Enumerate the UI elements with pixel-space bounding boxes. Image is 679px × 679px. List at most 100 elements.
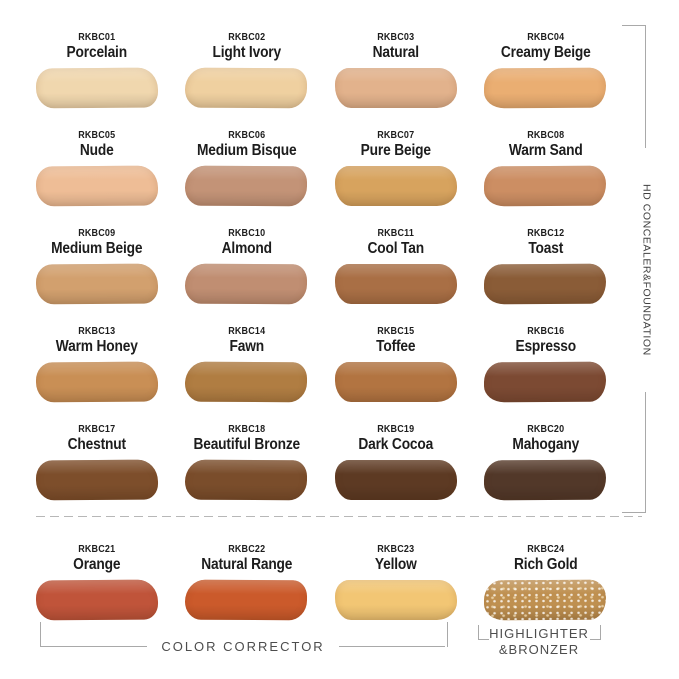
swatch-code: RKBC22 [227, 544, 265, 555]
swatch-smear [334, 580, 457, 620]
swatch-cell: RKBC07 Pure Beige [321, 126, 471, 224]
right-bracket-upper-line [645, 25, 646, 148]
swatch-code: RKBC04 [526, 32, 564, 43]
swatch-smear [484, 67, 607, 109]
swatch-name: Almond [221, 240, 272, 257]
highlighter-label: HIGHLIGHTER &BRONZER [474, 626, 604, 658]
swatch-cell: RKBC16 Espresso [471, 322, 621, 420]
swatch-name: Mahogany [511, 436, 579, 453]
swatch-cell: RKBC23 Yellow [321, 540, 471, 638]
swatch-name: Yellow [374, 556, 417, 573]
swatch-smear [35, 67, 158, 109]
swatch-name: Warm Honey [55, 338, 138, 355]
swatch-smear [334, 362, 457, 402]
swatch-smear [185, 263, 308, 305]
swatch-code: RKBC16 [526, 326, 564, 337]
swatch-name: Rich Gold [513, 556, 578, 573]
swatch-smear [185, 67, 308, 109]
swatch-name: Orange [73, 556, 121, 573]
swatch-smear [484, 579, 607, 621]
swatch-smear [334, 68, 457, 108]
swatch-cell: RKBC17 Chestnut [22, 420, 172, 518]
color-corrector-label: COLOR CORRECTOR [161, 638, 325, 654]
swatch-cell: RKBC18 Beautiful Bronze [172, 420, 322, 518]
swatch-name: Toffee [376, 338, 416, 355]
swatch-smear [484, 361, 607, 403]
swatch-name: Creamy Beige [500, 44, 591, 61]
swatch-name: Nude [79, 142, 114, 159]
swatch-cell: RKBC02 Light Ivory [172, 28, 322, 126]
swatch-cell: RKBC06 Medium Bisque [172, 126, 322, 224]
swatch-smear [185, 165, 308, 207]
swatch-code: RKBC09 [78, 228, 116, 239]
highlighter-label-line2: &BRONZER [498, 642, 580, 657]
swatch-cell: RKBC22 Natural Range [172, 540, 322, 638]
swatch-name: Light Ivory [212, 44, 281, 61]
swatch-smear [185, 579, 308, 621]
swatch-cell: RKBC14 Fawn [172, 322, 322, 420]
swatch-cell: RKBC10 Almond [172, 224, 322, 322]
swatch-smear [35, 263, 158, 305]
swatch-smear [185, 361, 308, 403]
swatch-cell: RKBC08 Warm Sand [471, 126, 621, 224]
swatch-cell: RKBC12 Toast [471, 224, 621, 322]
swatch-code: RKBC18 [227, 424, 265, 435]
swatch-name: Medium Bisque [196, 142, 297, 159]
swatch-name: Natural Range [200, 556, 292, 573]
swatch-smear [35, 579, 158, 621]
swatch-smear [334, 166, 457, 206]
color-corrector-line-right [338, 645, 446, 647]
swatch-smear [484, 263, 607, 305]
swatch-name: Espresso [514, 338, 576, 355]
swatch-code: RKBC15 [377, 326, 415, 337]
swatch-code: RKBC21 [78, 544, 116, 555]
swatch-smear [484, 165, 607, 207]
swatch-code: RKBC05 [78, 130, 116, 141]
swatch-code: RKBC17 [78, 424, 116, 435]
swatch-cell: RKBC21 Orange [22, 540, 172, 638]
swatch-name: Porcelain [66, 44, 128, 61]
swatch-code: RKBC02 [227, 32, 265, 43]
swatch-cell: RKBC01 Porcelain [22, 28, 172, 126]
swatch-smear [484, 459, 607, 501]
swatch-code: RKBC08 [526, 130, 564, 141]
swatch-name: Warm Sand [508, 142, 583, 159]
swatch-cell: RKBC24 Rich Gold [471, 540, 621, 638]
swatch-name: Pure Beige [360, 142, 431, 159]
swatch-cell: RKBC11 Cool Tan [321, 224, 471, 322]
swatch-code: RKBC01 [78, 32, 116, 43]
highlighter-label-line1: HIGHLIGHTER [489, 626, 589, 641]
right-bracket-lower-line [645, 392, 646, 512]
swatch-code: RKBC14 [227, 326, 265, 337]
swatch-code: RKBC11 [377, 228, 415, 239]
swatch-cell: RKBC04 Creamy Beige [471, 28, 621, 126]
swatch-smear [35, 361, 158, 403]
dashed-divider [36, 516, 642, 517]
swatch-cell: RKBC15 Toffee [321, 322, 471, 420]
swatch-name: Fawn [229, 338, 264, 355]
swatch-cell: RKBC19 Dark Cocoa [321, 420, 471, 518]
right-section-label: HD CONCEALER&FOUNDATION [640, 184, 653, 356]
swatch-name: Dark Cocoa [358, 436, 434, 453]
swatch-cell: RKBC03 Natural [321, 28, 471, 126]
swatch-smear [35, 459, 158, 501]
swatch-code: RKBC23 [377, 544, 415, 555]
swatch-code: RKBC24 [526, 544, 564, 555]
swatch-name: Cool Tan [367, 240, 425, 257]
swatch-code: RKBC20 [526, 424, 564, 435]
swatch-code: RKBC10 [227, 228, 265, 239]
swatch-code: RKBC03 [377, 32, 415, 43]
swatch-code: RKBC06 [227, 130, 265, 141]
swatch-code: RKBC12 [526, 228, 564, 239]
swatch-smear [185, 459, 308, 501]
color-corrector-line-left [41, 645, 148, 647]
swatch-name: Medium Beige [51, 240, 143, 257]
swatch-smear [334, 460, 457, 500]
swatch-name: Chestnut [67, 436, 126, 453]
swatch-cell: RKBC13 Warm Honey [22, 322, 172, 420]
highlighter-bracket-right [590, 625, 601, 640]
swatch-name: Beautiful Bronze [192, 436, 300, 453]
swatch-name: Natural [372, 44, 419, 61]
swatch-cell: RKBC05 Nude [22, 126, 172, 224]
